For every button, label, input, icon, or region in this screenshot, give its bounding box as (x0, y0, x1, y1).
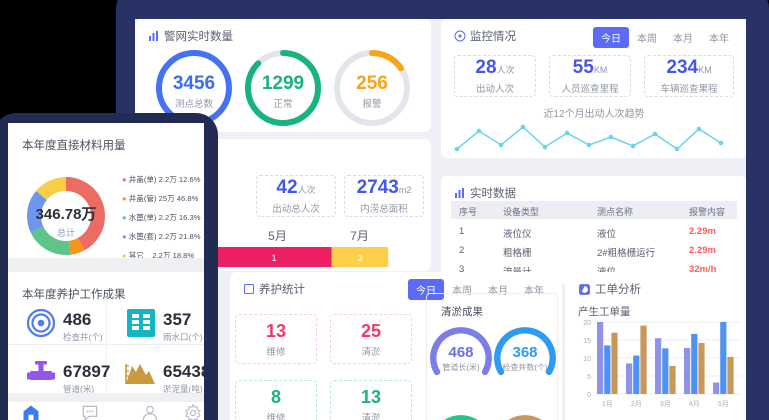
svg-text:1: 1 (271, 253, 276, 263)
svg-text:4月: 4月 (689, 400, 700, 408)
svg-text:1月: 1月 (602, 400, 613, 408)
svg-text:3月: 3月 (660, 400, 671, 408)
svg-text:15: 15 (583, 338, 591, 345)
svg-text:20: 20 (583, 320, 591, 327)
svg-text:10: 10 (583, 356, 591, 363)
svg-text:0: 0 (587, 392, 591, 399)
svg-text:5月: 5月 (718, 400, 729, 408)
svg-text:2月: 2月 (631, 400, 642, 408)
svg-text:3: 3 (357, 253, 362, 263)
svg-text:5: 5 (587, 374, 591, 381)
